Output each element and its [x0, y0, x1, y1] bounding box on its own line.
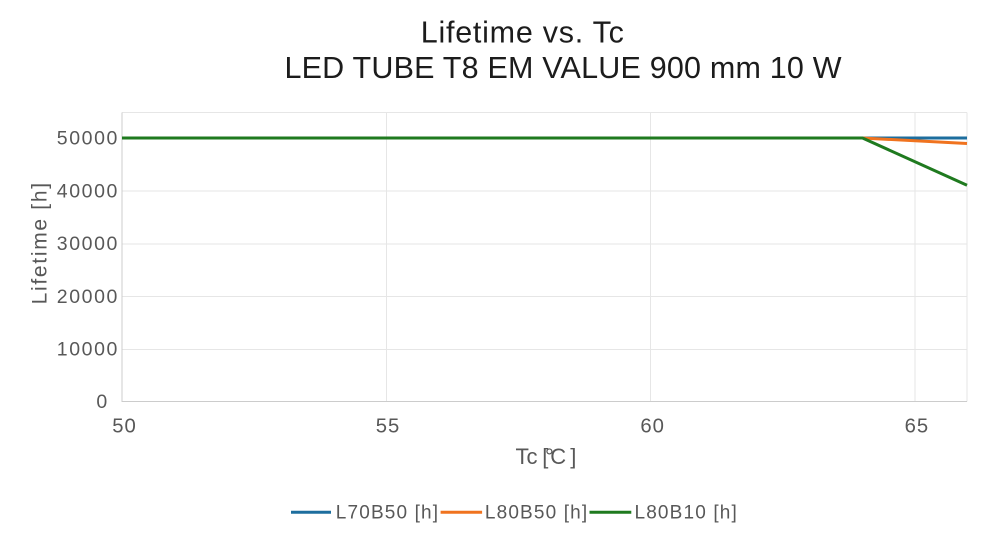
svg-text:L80B50 [h]: L80B50 [h] [485, 503, 588, 524]
svg-text:20000: 20000 [57, 286, 119, 308]
svg-text:LED TUBE T8 EM VALUE 900 mm 10: LED TUBE T8 EM VALUE 900 mm 10 W [284, 51, 841, 85]
svg-text:]: ] [570, 444, 576, 469]
svg-text:Lifetime vs. Tc: Lifetime vs. Tc [421, 15, 625, 49]
svg-text:0: 0 [96, 391, 108, 413]
svg-text:50: 50 [112, 416, 137, 438]
svg-text:[: [ [542, 444, 548, 469]
svg-text:65: 65 [905, 416, 930, 438]
svg-text:30000: 30000 [57, 233, 119, 255]
svg-text:Tc: Tc [516, 444, 538, 469]
svg-text:10000: 10000 [57, 339, 119, 361]
svg-text:°: ° [545, 444, 554, 469]
svg-text:40000: 40000 [57, 180, 119, 202]
svg-text:50000: 50000 [57, 128, 119, 150]
svg-text:L70B50 [h]: L70B50 [h] [336, 503, 439, 524]
svg-text:L80B10 [h]: L80B10 [h] [635, 503, 738, 524]
svg-text:Lifetime [h]: Lifetime [h] [29, 181, 52, 304]
svg-text:C: C [550, 444, 566, 469]
svg-text:55: 55 [376, 416, 401, 438]
svg-text:60: 60 [640, 416, 665, 438]
